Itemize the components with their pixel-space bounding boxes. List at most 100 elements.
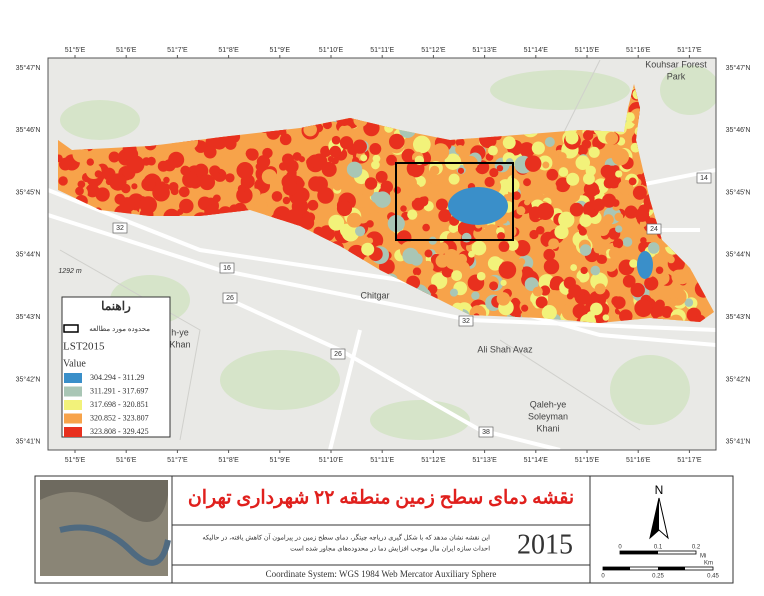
- lat-label: 35°46'N: [726, 126, 751, 134]
- place-label: Park: [667, 71, 686, 81]
- raster-patch: [684, 298, 694, 307]
- raster-patch: [566, 162, 578, 174]
- raster-patch: [329, 145, 342, 158]
- raster-patch: [402, 247, 419, 265]
- raster-patch: [282, 153, 294, 166]
- raster-patch: [489, 168, 499, 178]
- study-area-box: [395, 162, 514, 241]
- raster-patch: [374, 191, 391, 208]
- raster-patch: [75, 186, 84, 196]
- raster-patch: [568, 284, 582, 298]
- raster-patch: [388, 133, 405, 150]
- raster-patch: [487, 256, 503, 271]
- raster-patch: [543, 248, 556, 261]
- lon-label: 51°7'E: [167, 456, 188, 464]
- raster-patch: [594, 283, 606, 295]
- lon-label: 51°6'E: [116, 456, 137, 464]
- lon-label: 51°9'E: [270, 46, 291, 54]
- raster-patch: [95, 187, 110, 202]
- road-shield: [696, 172, 712, 184]
- raster-patch: [512, 191, 521, 201]
- raster-patch: [496, 164, 504, 172]
- raster-patch: [199, 174, 216, 191]
- raster-patch: [603, 177, 615, 189]
- raster-patch: [570, 264, 578, 271]
- lon-label: 51°8'E: [218, 456, 239, 464]
- raster-patch: [543, 258, 560, 275]
- elevation-label: 1292 m: [58, 268, 82, 275]
- raster-patch: [611, 148, 630, 166]
- raster-patch: [625, 112, 635, 123]
- raster-patch: [94, 170, 103, 178]
- coordinate-system: Coordinate System: WGS 1984 Web Mercator…: [266, 569, 497, 579]
- place-label: Chitgar: [360, 290, 389, 300]
- scale-tick: 0.1: [654, 545, 663, 551]
- legend-study-area: محدوده مورد مطالعه: [89, 325, 150, 333]
- raster-patch: [580, 313, 597, 323]
- raster-patch: [371, 160, 380, 170]
- raster-patch: [497, 232, 506, 241]
- raster-patch: [261, 169, 277, 185]
- raster-patch: [554, 224, 569, 240]
- raster-patch: [598, 254, 607, 264]
- raster-patch: [212, 194, 221, 203]
- raster-patch: [639, 220, 647, 228]
- raster-patch: [608, 247, 622, 260]
- raster-patch: [471, 240, 487, 256]
- raster-patch: [549, 280, 559, 291]
- raster-patch: [640, 237, 647, 244]
- raster-patch: [534, 173, 548, 188]
- raster-patch: [604, 258, 618, 272]
- raster-patch: [451, 270, 463, 281]
- lon-label: 51°5'E: [65, 46, 86, 54]
- raster-patch: [254, 199, 268, 213]
- raster-patch: [619, 309, 633, 323]
- raster-patch: [622, 237, 633, 247]
- raster-patch: [278, 162, 288, 171]
- description-line: احداث سازه ایران مال موجب افزایش دما در …: [290, 545, 490, 553]
- raster-patch: [396, 230, 412, 246]
- legend-swatch: [64, 400, 82, 410]
- raster-patch: [602, 314, 610, 321]
- raster-patch: [585, 165, 596, 177]
- lon-label: 51°7'E: [167, 46, 188, 54]
- raster-patch: [412, 267, 422, 276]
- raster-patch: [178, 186, 190, 198]
- raster-patch: [114, 193, 126, 205]
- lon-label: 51°10'E: [319, 46, 344, 54]
- raster-patch: [369, 142, 382, 155]
- raster-patch: [418, 196, 429, 207]
- raster-patch: [332, 181, 343, 191]
- place-label: Kouhsar Forest: [645, 59, 707, 69]
- lat-label: 35°45'N: [16, 188, 41, 196]
- legend-layer: LST2015: [63, 341, 105, 353]
- lon-label: 51°15'E: [575, 456, 600, 464]
- raster-patch: [655, 266, 664, 274]
- lat-label: 35°44'N: [726, 251, 751, 259]
- road-shield: [112, 222, 128, 234]
- year: 2015: [517, 529, 573, 560]
- raster-patch: [282, 196, 291, 205]
- road-number: 32: [116, 225, 124, 232]
- raster-patch: [141, 177, 156, 192]
- scale-tick: 0.2: [692, 545, 701, 551]
- raster-patch: [524, 155, 542, 172]
- raster-patch: [629, 259, 638, 268]
- scale-tick: 0.25: [652, 574, 664, 580]
- raster-patch: [307, 199, 319, 211]
- raster-patch: [203, 145, 217, 159]
- raster-patch: [256, 155, 271, 169]
- raster-patch: [344, 226, 357, 240]
- scale-unit: Mi: [700, 554, 706, 560]
- raster-patch: [346, 212, 362, 228]
- legend-swatch: [64, 413, 82, 424]
- lat-label: 35°46'N: [16, 126, 41, 134]
- raster-patch: [532, 286, 543, 297]
- raster-patch: [483, 224, 501, 242]
- raster-patch: [518, 163, 526, 170]
- raster-patch: [558, 211, 575, 228]
- pond: [637, 251, 653, 279]
- raster-patch: [86, 158, 94, 166]
- bottom-panel: نقشه دمای سطح زمین منطقه ۲۲ شهرداری تهرا…: [34, 475, 734, 584]
